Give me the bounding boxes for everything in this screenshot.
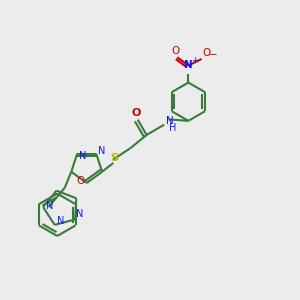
Text: N: N: [46, 201, 53, 211]
Text: O: O: [77, 176, 85, 186]
Text: +: +: [191, 56, 199, 65]
Text: N: N: [58, 216, 65, 226]
Text: O: O: [202, 48, 211, 58]
Text: H: H: [169, 123, 176, 133]
Text: N: N: [184, 61, 193, 70]
Text: N: N: [80, 151, 87, 161]
Text: O: O: [171, 46, 179, 56]
Text: N: N: [98, 146, 106, 156]
Text: −: −: [209, 50, 218, 60]
Text: O: O: [132, 108, 141, 118]
Text: S: S: [110, 153, 118, 163]
Text: N: N: [76, 209, 83, 219]
Text: N: N: [166, 116, 173, 126]
